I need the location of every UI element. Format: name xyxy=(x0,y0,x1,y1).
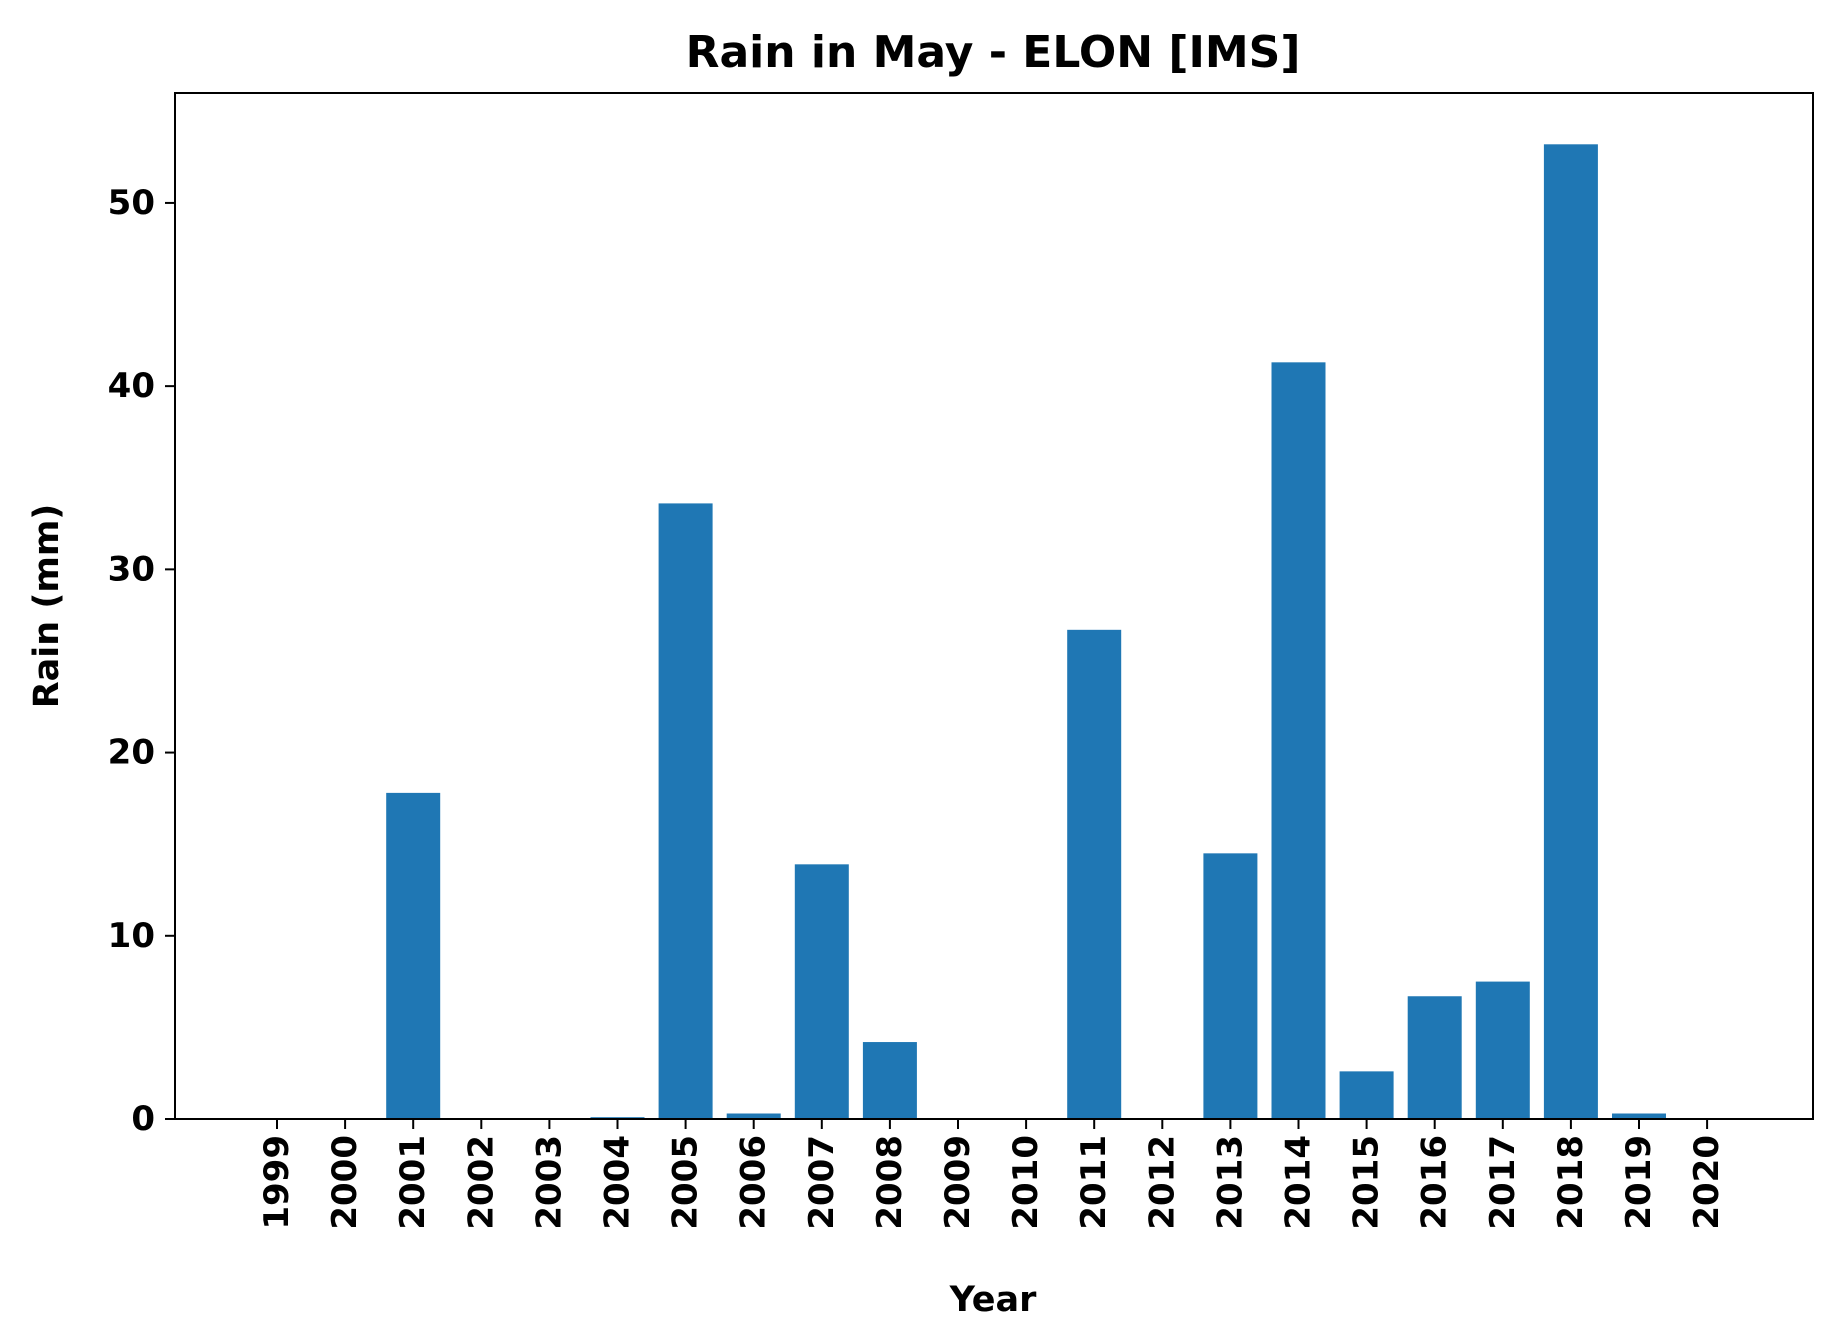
bar-2007 xyxy=(794,864,849,1119)
x-tick-label: 2000 xyxy=(325,1135,365,1230)
plot-frame xyxy=(174,92,1814,1120)
bars xyxy=(386,144,1666,1120)
x-tick-label: 2014 xyxy=(1279,1135,1319,1230)
x-tick-label: 2011 xyxy=(1074,1135,1114,1230)
x-tick-label: 2020 xyxy=(1687,1135,1727,1230)
bar-2019 xyxy=(1612,1113,1666,1119)
chart-title: Rain in May - ELON [IMS] xyxy=(686,27,1301,78)
x-tick-label: 2002 xyxy=(461,1135,501,1230)
bar-2005 xyxy=(658,503,713,1119)
bar-2011 xyxy=(1067,629,1122,1119)
x-tick-label: 1999 xyxy=(257,1135,297,1230)
x-tick-label: 2015 xyxy=(1347,1135,1387,1230)
x-tick-label: 2008 xyxy=(870,1135,910,1230)
x-tick-label: 2003 xyxy=(529,1135,569,1230)
x-tick-label: 2017 xyxy=(1483,1135,1523,1230)
y-tick-label: 20 xyxy=(108,733,155,773)
x-tick-label: 2001 xyxy=(393,1135,433,1230)
bar-2001 xyxy=(386,792,441,1119)
x-tick-label: 2019 xyxy=(1619,1135,1659,1230)
x-tick-label: 2006 xyxy=(734,1135,774,1230)
x-tick-label: 2005 xyxy=(666,1135,706,1230)
x-tick-label: 2010 xyxy=(1006,1135,1046,1230)
bar-2016 xyxy=(1407,996,1462,1119)
y-axis-ticks: 0 10 20 30 40 50 xyxy=(108,183,175,1139)
x-tick-label: 2018 xyxy=(1551,1135,1591,1230)
y-tick-label: 40 xyxy=(108,366,155,406)
bar-2008 xyxy=(862,1042,917,1119)
bar-2014 xyxy=(1271,362,1326,1120)
y-tick-label: 30 xyxy=(108,549,155,589)
bar-2017 xyxy=(1475,981,1530,1119)
x-tick-label: 2012 xyxy=(1142,1135,1182,1230)
x-tick-label: 2004 xyxy=(598,1135,638,1230)
bar-2018 xyxy=(1543,144,1598,1120)
x-tick-label: 2009 xyxy=(938,1135,978,1230)
bar-2015 xyxy=(1339,1071,1394,1119)
x-axis-ticks: 1999 2000 2001 2002 2003 2004 2005 2006 2007 2008… xyxy=(257,1119,1727,1230)
x-tick-label: 2016 xyxy=(1415,1135,1455,1230)
bar-2006 xyxy=(726,1113,781,1119)
y-tick-label: 50 xyxy=(108,183,155,223)
x-tick-label: 2013 xyxy=(1210,1135,1250,1230)
bar-2013 xyxy=(1203,853,1258,1119)
y-tick-label: 0 xyxy=(131,1099,155,1139)
x-axis-label: Year xyxy=(949,1280,1037,1320)
y-axis-label: Rain (mm) xyxy=(27,504,67,709)
y-tick-label: 10 xyxy=(108,916,155,956)
x-tick-label: 2007 xyxy=(802,1135,842,1230)
